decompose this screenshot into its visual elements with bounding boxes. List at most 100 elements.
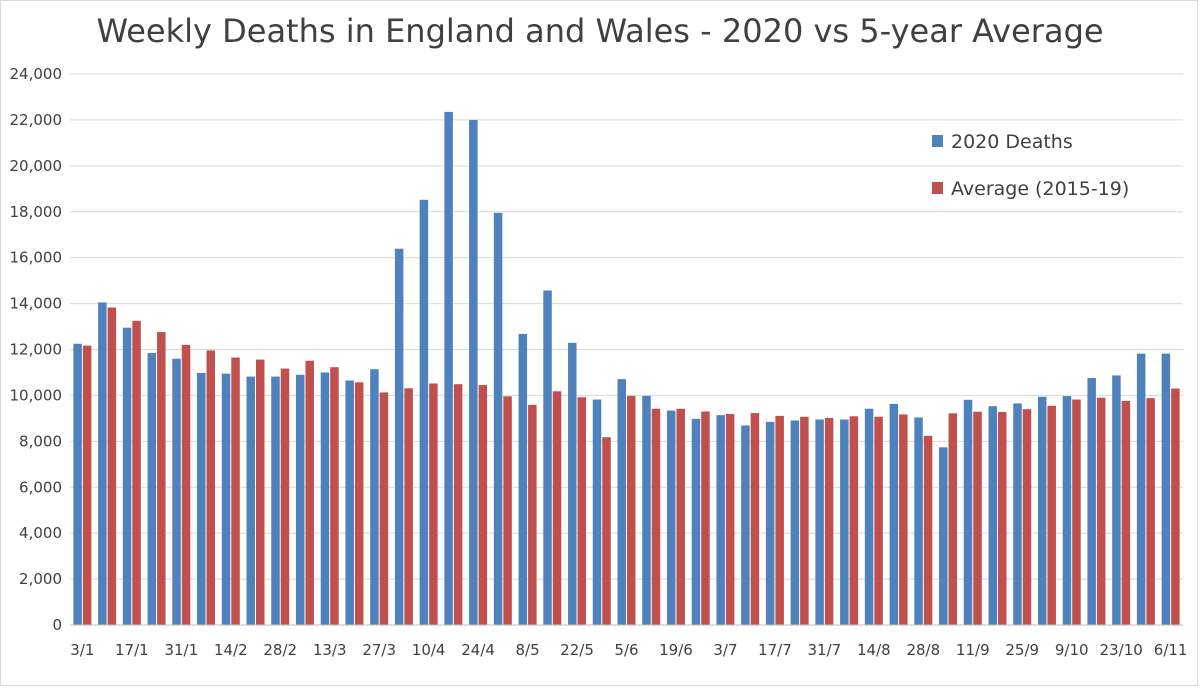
bar-2020 bbox=[914, 417, 923, 625]
bar-average bbox=[552, 391, 562, 625]
x-tick-label: 11/9 bbox=[956, 641, 990, 659]
bar-average bbox=[280, 368, 290, 625]
x-tick-label: 17/7 bbox=[758, 641, 792, 659]
x-axis-ticks: 3/1 17/1 31/1 14/2 28/2 13/3 27/3 10/4 24/4 8/5 22… bbox=[70, 641, 1187, 659]
legend-swatch-2020 bbox=[932, 135, 943, 147]
bar-2020 bbox=[642, 395, 651, 625]
bars bbox=[73, 111, 1180, 626]
bar-average bbox=[973, 411, 982, 625]
bar-average bbox=[478, 385, 488, 625]
y-tick-label: 10,000 bbox=[10, 386, 63, 404]
bar-average bbox=[503, 396, 512, 625]
bar-average bbox=[1047, 405, 1056, 625]
x-tick-label: 3/1 bbox=[70, 641, 94, 659]
bar-2020 bbox=[394, 248, 404, 625]
bar-2020 bbox=[691, 418, 701, 625]
y-tick-label: 18,000 bbox=[10, 203, 63, 221]
bar-average bbox=[775, 415, 784, 625]
bar-average bbox=[849, 416, 859, 625]
bar-2020 bbox=[568, 342, 577, 625]
bar-2020 bbox=[790, 420, 800, 625]
bar-2020 bbox=[221, 373, 231, 625]
bar-average bbox=[1022, 409, 1032, 625]
bar-2020 bbox=[617, 379, 626, 625]
bar-average bbox=[107, 307, 117, 625]
y-tick-label: 14,000 bbox=[10, 295, 63, 313]
bar-average bbox=[231, 357, 240, 625]
bar-2020 bbox=[122, 327, 132, 625]
bar-average bbox=[1121, 400, 1131, 625]
y-tick-label: 6,000 bbox=[19, 478, 62, 496]
bar-2020 bbox=[444, 111, 453, 625]
bar-average bbox=[132, 320, 141, 625]
bar-average bbox=[379, 392, 389, 625]
y-axis-ticks: 0 2,000 4,000 6,000 8,000 10,000 12,000 14,000 1… bbox=[10, 65, 63, 634]
x-tick-label: 25/9 bbox=[1005, 641, 1039, 659]
bar-2020 bbox=[889, 403, 899, 625]
x-tick-label: 13/3 bbox=[313, 641, 347, 659]
bar-2020 bbox=[815, 419, 824, 625]
bar-average bbox=[701, 411, 710, 625]
bar-2020 bbox=[197, 372, 206, 625]
bar-average bbox=[1072, 399, 1081, 625]
bar-average bbox=[206, 350, 216, 625]
bar-2020 bbox=[370, 369, 379, 625]
bar-2020 bbox=[840, 419, 849, 625]
y-tick-label: 12,000 bbox=[10, 341, 63, 359]
bar-average bbox=[256, 359, 265, 625]
bar-2020 bbox=[73, 343, 82, 625]
bar-average bbox=[1146, 398, 1155, 625]
y-tick-label: 16,000 bbox=[10, 249, 63, 267]
chart-title: Weekly Deaths in England and Wales - 202… bbox=[96, 12, 1104, 50]
x-tick-label: 24/4 bbox=[461, 641, 495, 659]
bar-average bbox=[998, 411, 1007, 625]
bar-average bbox=[651, 408, 661, 625]
bar-2020 bbox=[295, 374, 305, 625]
bar-average bbox=[82, 345, 92, 625]
bar-2020 bbox=[716, 415, 725, 625]
legend-swatch-average bbox=[932, 182, 943, 194]
bar-average bbox=[157, 332, 166, 625]
bar-2020 bbox=[1013, 403, 1022, 625]
bar-average bbox=[602, 437, 611, 625]
x-tick-label: 28/2 bbox=[263, 641, 297, 659]
x-tick-label: 28/8 bbox=[906, 641, 940, 659]
bar-2020 bbox=[1161, 353, 1171, 625]
bar-2020 bbox=[864, 408, 874, 625]
x-tick-label: 23/10 bbox=[1100, 641, 1143, 659]
bar-2020 bbox=[592, 399, 602, 625]
x-tick-label: 14/8 bbox=[857, 641, 891, 659]
bar-average bbox=[725, 414, 735, 625]
bar-2020 bbox=[1087, 377, 1096, 625]
bar-average bbox=[330, 367, 339, 625]
bar-2020 bbox=[1037, 396, 1047, 625]
bar-average bbox=[923, 435, 933, 625]
bar-average bbox=[404, 388, 413, 625]
y-tick-label: 24,000 bbox=[10, 65, 63, 83]
bar-average bbox=[750, 413, 760, 625]
bar-2020 bbox=[469, 119, 478, 626]
bar-average bbox=[627, 395, 636, 625]
x-tick-label: 8/5 bbox=[515, 641, 539, 659]
bar-2020 bbox=[1112, 375, 1121, 625]
bar-2020 bbox=[1136, 353, 1146, 625]
x-tick-label: 17/1 bbox=[115, 641, 149, 659]
x-tick-label: 31/1 bbox=[164, 641, 198, 659]
x-tick-label: 19/6 bbox=[659, 641, 693, 659]
bar-2020 bbox=[1062, 396, 1072, 625]
x-tick-label: 10/4 bbox=[412, 641, 446, 659]
x-tick-label: 3/7 bbox=[713, 641, 737, 659]
bar-average bbox=[948, 413, 958, 625]
bar-average bbox=[453, 384, 463, 625]
y-tick-label: 20,000 bbox=[10, 157, 63, 175]
bar-2020 bbox=[320, 372, 330, 625]
bar-2020 bbox=[988, 406, 997, 625]
bar-average bbox=[874, 416, 883, 625]
y-tick-label: 22,000 bbox=[10, 111, 63, 129]
bar-2020 bbox=[765, 421, 775, 625]
y-tick-label: 0 bbox=[52, 616, 62, 634]
y-tick-label: 4,000 bbox=[19, 524, 62, 542]
bar-average bbox=[577, 397, 587, 625]
